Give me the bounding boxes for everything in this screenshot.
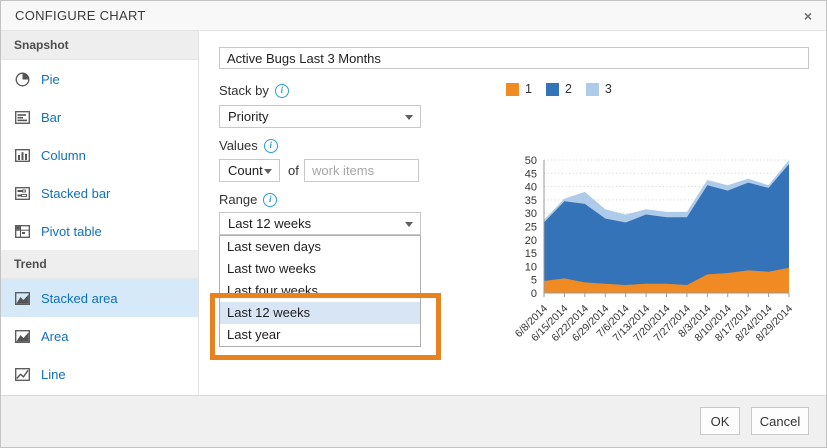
info-icon[interactable]: i [263, 192, 278, 207]
sidebar-item-pivot-table[interactable]: Pivot table [1, 212, 198, 250]
sidebar-item-bar[interactable]: Bar [1, 98, 198, 136]
svg-text:45: 45 [525, 168, 537, 180]
chart-legend: 1 2 3 [506, 82, 612, 96]
ok-button[interactable]: OK [700, 407, 740, 435]
chart-config-panel: Stack by i Priority Values i Count of Ra… [199, 31, 826, 395]
svg-text:20: 20 [525, 235, 537, 247]
range-select[interactable]: Last 12 weeks [219, 212, 421, 235]
legend-item: 3 [585, 82, 612, 96]
cancel-button[interactable]: Cancel [751, 407, 809, 435]
legend-label: 2 [564, 82, 572, 96]
pivot-table-icon [14, 223, 31, 240]
values-label: Values i [219, 138, 278, 153]
svg-text:15: 15 [525, 248, 537, 260]
svg-text:5: 5 [531, 275, 537, 287]
sidebar-item-area[interactable]: Area [1, 317, 198, 355]
sidebar-section-header: Snapshot [1, 31, 198, 60]
sidebar-item-stacked-bar[interactable]: Stacked bar [1, 174, 198, 212]
dialog-footer: OK Cancel [1, 395, 826, 447]
svg-text:40: 40 [525, 182, 537, 194]
of-label-text: of [288, 163, 299, 178]
bar-icon [14, 109, 31, 126]
range-label-text: Range [219, 192, 258, 207]
stacked-bar-icon [14, 185, 31, 202]
sidebar-item-label: Stacked bar [41, 185, 111, 201]
svg-text:10: 10 [525, 261, 537, 273]
column-icon [14, 147, 31, 164]
svg-text:35: 35 [525, 195, 537, 207]
aggregation-select[interactable]: Count [219, 159, 280, 182]
range-option-last-year[interactable]: Last year [227, 327, 281, 342]
sidebar-item-label: Bar [41, 109, 62, 125]
range-label: Range i [219, 192, 278, 207]
chart-type-sidebar: Snapshot Pie Bar Column Stacked bar Pivot tab… [1, 31, 199, 397]
stacked-area-icon [14, 290, 31, 307]
sidebar-item-pie[interactable]: Pie [1, 60, 198, 98]
range-option-last-seven-days[interactable]: Last seven days [227, 239, 321, 254]
info-icon[interactable]: i [263, 138, 278, 153]
of-label: of [288, 163, 299, 178]
range-option-last-12-weeks[interactable]: Last 12 weeks [220, 302, 420, 324]
sidebar-section-header: Trend [1, 250, 198, 279]
stack-by-select[interactable]: Priority [219, 105, 421, 128]
sidebar-item-label: Pivot table [41, 223, 102, 239]
range-value: Last 12 weeks [228, 216, 312, 231]
legend-label: 1 [525, 82, 532, 96]
legend-item: 2 [545, 82, 572, 96]
stack-by-label-text: Stack by [219, 83, 269, 98]
legend-swatch [506, 82, 519, 96]
range-option-last-two-weeks[interactable]: Last two weeks [227, 261, 316, 276]
chevron-down-icon [264, 168, 272, 174]
stacked-area-chart-preview: 6/8/20146/15/20146/22/20146/29/20147/6/2… [513, 155, 795, 344]
svg-text:50: 50 [525, 155, 537, 167]
legend-swatch [585, 82, 599, 96]
area-icon [14, 328, 31, 345]
range-option-last-four-weeks[interactable]: Last four weeks [227, 283, 319, 298]
chevron-down-icon [405, 221, 413, 227]
sidebar-item-stacked-area[interactable]: Stacked area [1, 279, 198, 317]
sidebar-item-label: Stacked area [41, 290, 118, 306]
dialog-title: CONFIGURE CHART [15, 8, 146, 23]
aggregation-value: Count [228, 163, 263, 178]
legend-label: 3 [604, 82, 612, 96]
svg-text:30: 30 [525, 208, 537, 220]
dialog-titlebar: CONFIGURE CHART × [1, 1, 826, 31]
sidebar-item-label: Pie [41, 71, 60, 87]
line-icon [14, 366, 31, 383]
range-options-list: Last seven days Last two weeks Last four w… [219, 235, 421, 347]
stack-by-value: Priority [228, 109, 269, 124]
work-items-field[interactable] [304, 159, 419, 182]
sidebar-item-column[interactable]: Column [1, 136, 198, 174]
stack-by-label: Stack by i [219, 83, 289, 98]
sidebar-item-line[interactable]: Line [1, 355, 198, 393]
sidebar-item-label: Line [41, 366, 66, 382]
sidebar-item-label: Column [41, 147, 86, 163]
close-icon[interactable]: × [803, 8, 812, 24]
legend-swatch [545, 82, 559, 96]
info-icon[interactable]: i [274, 83, 289, 98]
chevron-down-icon [405, 114, 413, 120]
svg-text:25: 25 [525, 222, 537, 234]
legend-item: 1 [506, 82, 532, 96]
sidebar-item-label: Area [41, 328, 69, 344]
pie-icon [14, 71, 31, 88]
svg-text:0: 0 [531, 288, 537, 300]
values-label-text: Values [219, 138, 258, 153]
chart-name-input[interactable] [219, 47, 809, 69]
